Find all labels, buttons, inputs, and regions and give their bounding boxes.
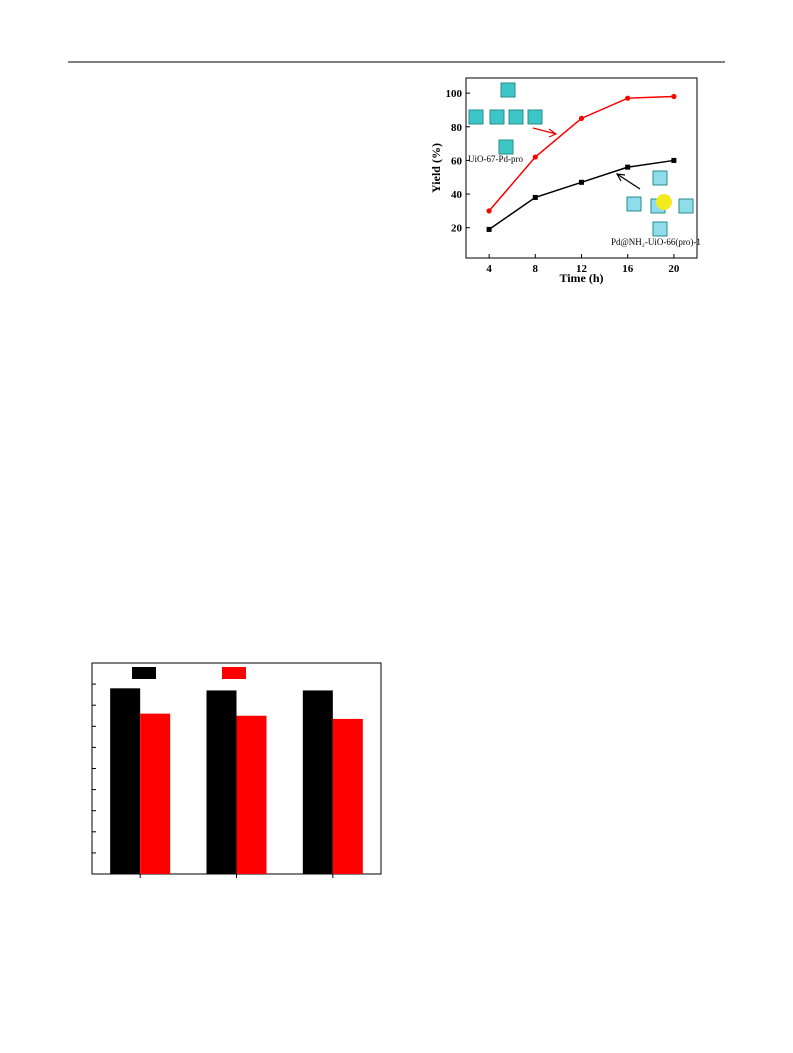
pointer-arrow (615, 173, 641, 190)
bar (140, 713, 171, 874)
x-tick-label: 16 (622, 263, 634, 275)
annotation: Pd@NH₂-UiO-66(pro)-1 (611, 237, 701, 247)
x-tick-label: 12 (576, 263, 588, 275)
data-point (486, 226, 492, 232)
x-axis-label: Time (h) (559, 271, 603, 285)
structure-icon (652, 221, 668, 237)
data-point (578, 115, 585, 121)
bar (236, 715, 267, 874)
bar (302, 690, 333, 874)
y-axis-label: Yield (%) (429, 143, 443, 193)
line-chart: 4 8 12 16 20 20 40 60 80 100 Time (h) Yield (%) UiO-… (429, 77, 701, 285)
legend-swatch (222, 667, 246, 679)
structure-icon (626, 196, 642, 212)
y-tick-label: 20 (451, 223, 463, 235)
structure-icon (656, 194, 672, 210)
data-point (532, 194, 538, 200)
structure-icon (652, 170, 668, 186)
structure-icon (527, 109, 543, 125)
structure-icon (500, 82, 516, 98)
x-tick-label: 20 (668, 263, 680, 275)
data-point (671, 157, 677, 163)
y-tick-label: 100 (446, 88, 463, 100)
x-tick-label: 4 (486, 263, 492, 275)
bar-chart (91, 662, 382, 878)
data-point (625, 95, 631, 101)
x-tick-label: 8 (533, 263, 539, 275)
legend-swatch (132, 667, 156, 679)
structure-icon (498, 139, 514, 155)
data-point (579, 179, 584, 185)
y-tick-label: 80 (451, 122, 463, 134)
data-line (488, 159, 675, 231)
annotation: UiO-67-Pd-pro (468, 154, 523, 164)
structure-icon (468, 109, 484, 125)
y-tick-label: 40 (451, 189, 463, 201)
data-point (671, 93, 677, 100)
y-tick-label: 60 (451, 155, 463, 167)
bar (332, 718, 363, 874)
structure-icon (508, 109, 524, 125)
data-point (532, 154, 538, 160)
bar (110, 688, 141, 874)
structure-icon (678, 198, 694, 214)
structure-icon (489, 109, 505, 125)
data-point (486, 208, 492, 214)
pointer-arrow (532, 127, 558, 138)
data-point (625, 164, 631, 170)
bar (206, 690, 237, 874)
